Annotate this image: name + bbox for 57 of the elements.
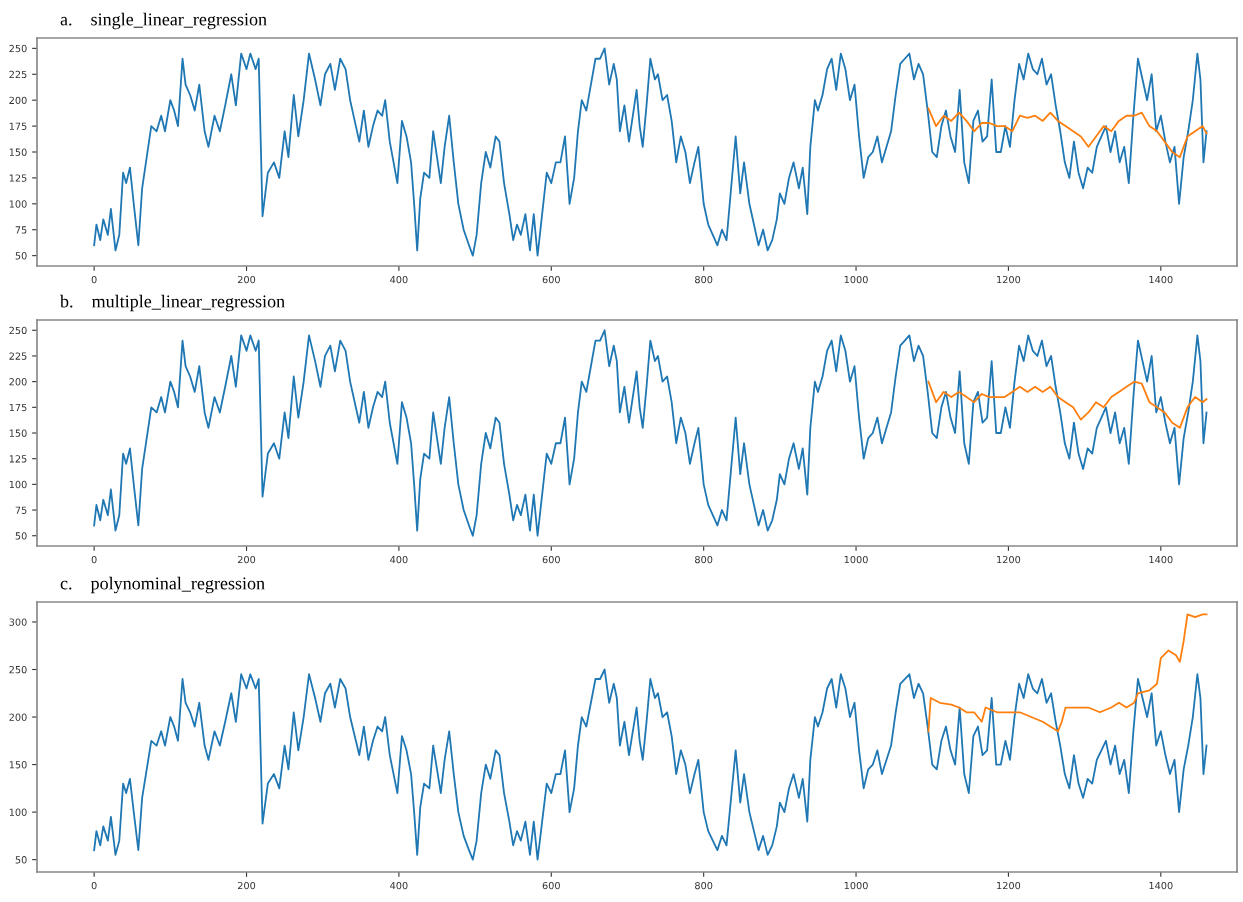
y-tick-label: 250 (9, 665, 27, 674)
y-tick-label: 125 (9, 455, 27, 463)
line-series (93, 47, 1208, 257)
y-tick-label: 125 (9, 174, 27, 182)
chart-title: a. single_linear_regression (60, 12, 267, 30)
chart-title: b. multiple_linear_regression (60, 294, 285, 312)
y-tick-label: 200 (9, 378, 27, 386)
y-tick-label: 200 (9, 713, 27, 721)
y-tick-label: 100 (9, 808, 27, 816)
y-tick-label: 100 (9, 480, 27, 489)
x-tick-label: 600 (542, 555, 560, 564)
line-series (93, 329, 1208, 537)
line-series (927, 107, 1208, 159)
x-tick-label: 600 (542, 275, 560, 284)
y-tick-label: 200 (9, 96, 27, 105)
y-tick-label: 150 (9, 429, 27, 437)
x-tick-label: 1200 (997, 881, 1021, 890)
y-tick-label: 150 (9, 761, 27, 769)
x-tick-label: 1400 (1149, 881, 1173, 890)
y-tick-label: 75 (15, 506, 27, 514)
x-tick-label: 800 (695, 881, 713, 890)
x-tick-label: 400 (390, 275, 408, 284)
y-tick-label: 300 (9, 618, 27, 626)
y-tick-label: 225 (9, 70, 27, 79)
x-tick-label: 800 (695, 555, 713, 564)
y-tick-label: 250 (9, 44, 27, 53)
x-tick-label: 0 (91, 555, 97, 564)
x-tick-label: 1000 (844, 881, 868, 890)
x-tick-label: 200 (237, 555, 256, 564)
x-tick-label: 1000 (844, 275, 868, 284)
x-tick-label: 1400 (1149, 275, 1173, 284)
x-tick-label: 600 (542, 881, 560, 890)
line-series (927, 613, 1208, 733)
x-tick-label: 200 (237, 275, 256, 284)
y-tick-label: 50 (15, 856, 27, 864)
y-tick-label: 75 (15, 226, 27, 234)
y-tick-label: 175 (9, 122, 27, 130)
x-tick-label: 1200 (997, 555, 1021, 564)
x-tick-label: 0 (91, 881, 97, 890)
line-series (927, 380, 1208, 429)
x-tick-label: 1400 (1149, 555, 1173, 564)
x-tick-label: 800 (695, 275, 713, 284)
y-tick-label: 150 (9, 148, 27, 156)
y-tick-label: 100 (9, 200, 27, 208)
x-tick-label: 1000 (844, 555, 868, 564)
x-tick-label: 0 (91, 275, 97, 284)
y-tick-label: 225 (9, 352, 27, 360)
x-tick-label: 400 (390, 555, 408, 564)
y-tick-label: 250 (9, 326, 27, 335)
y-tick-label: 175 (9, 403, 27, 412)
y-tick-label: 50 (15, 252, 27, 260)
x-tick-label: 1200 (997, 275, 1021, 284)
y-tick-label: 50 (15, 532, 27, 540)
x-tick-label: 400 (390, 881, 408, 890)
x-tick-label: 200 (237, 881, 256, 890)
chart-title: c. polynominal_regression (60, 576, 265, 594)
line-series (93, 668, 1208, 861)
